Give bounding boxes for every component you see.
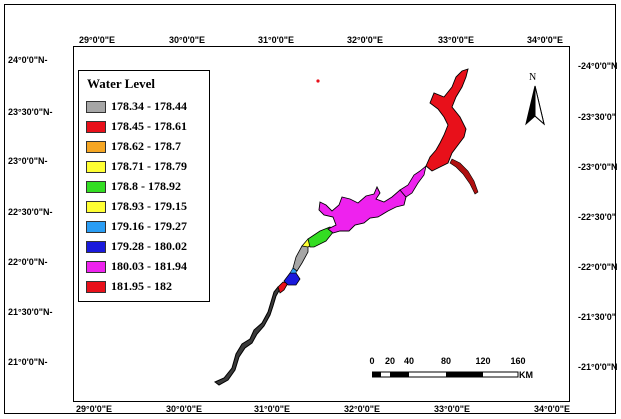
lake-segment-grey xyxy=(292,243,309,272)
legend-swatch xyxy=(86,220,106,233)
legend-item: 178.71 - 178.79 xyxy=(86,158,187,175)
scale-tick-label: 160 xyxy=(510,356,526,366)
legend-item: 180.03 - 181.94 xyxy=(86,258,187,275)
scale-tick-label: 120 xyxy=(475,356,491,366)
lake-segment-magenta xyxy=(318,185,407,234)
right-latitude-label: -24°0'0"N xyxy=(578,61,618,71)
right-latitude-label: -21°30'0" xyxy=(578,312,617,322)
scale-bar-graphic xyxy=(372,371,519,378)
scale-bar: 0 20 40 80 120 160 KM xyxy=(368,356,548,382)
legend-label: 179.28 - 180.02 xyxy=(111,239,187,253)
right-latitude-label: -23°30'0" xyxy=(578,112,617,122)
lake-tail-river xyxy=(214,286,281,386)
legend-swatch xyxy=(86,260,106,273)
top-longitude-label: 34°0'0"E xyxy=(526,35,564,45)
north-letter: N xyxy=(529,72,537,83)
legend-item: 178.62 - 178.7 xyxy=(86,138,181,155)
legend-swatch xyxy=(86,140,106,153)
legend-swatch xyxy=(86,280,106,293)
top-longitude-label: 32°0'0"E xyxy=(346,35,384,45)
legend-label: 178.93 - 179.15 xyxy=(111,199,187,213)
lake-tail-east xyxy=(449,158,479,195)
left-latitude-label: 22°30'0"N- xyxy=(8,207,53,217)
legend-swatch xyxy=(86,240,106,253)
legend-swatch xyxy=(86,200,106,213)
left-latitude-label: 21°30'0"N- xyxy=(8,307,53,317)
left-latitude-label: 23°0'0"N- xyxy=(8,156,48,166)
legend-item: 178.34 - 178.44 xyxy=(86,98,187,115)
map-legend: Water Level 178.34 - 178.44 178.45 - 178… xyxy=(78,70,210,302)
scale-unit: KM xyxy=(519,370,533,380)
top-longitude-label: 29°0'0"E xyxy=(78,35,116,45)
north-arrow: N xyxy=(522,72,548,128)
top-longitude-label: 33°0'0"E xyxy=(437,35,475,45)
legend-label: 180.03 - 181.94 xyxy=(111,259,187,273)
legend-label: 178.8 - 178.92 xyxy=(111,179,181,193)
legend-label: 178.71 - 178.79 xyxy=(111,159,187,173)
lake-segment-red-upper xyxy=(425,68,469,172)
legend-item: 179.28 - 180.02 xyxy=(86,238,187,255)
legend-item: 179.16 - 179.27 xyxy=(86,218,187,235)
top-longitude-label: 30°0'0"E xyxy=(168,35,206,45)
bottom-longitude-label: 31°0'0"E xyxy=(253,404,291,414)
scale-tick-label: 80 xyxy=(440,356,452,366)
scale-tick-label: 0 xyxy=(369,356,375,366)
lake-segment-blue xyxy=(283,272,301,286)
legend-item: 178.93 - 179.15 xyxy=(86,198,187,215)
bottom-longitude-label: 30°0'0"E xyxy=(165,404,203,414)
right-latitude-label: -22°0'0"N xyxy=(578,262,618,272)
top-longitude-label: 31°0'0"E xyxy=(257,35,295,45)
right-latitude-label: -22°30'0" xyxy=(578,212,617,222)
lake-segment-red-lower xyxy=(277,281,289,294)
left-latitude-label: 22°0'0"N- xyxy=(8,257,48,267)
legend-item: 178.8 - 178.92 xyxy=(86,178,181,195)
bottom-longitude-label: 34°0'0"E xyxy=(533,404,571,414)
bottom-longitude-label: 32°0'0"E xyxy=(343,404,381,414)
legend-item: 178.45 - 178.61 xyxy=(86,118,187,135)
right-latitude-label: -23°0'0"N xyxy=(578,162,618,172)
red-marker-dot xyxy=(316,79,320,83)
legend-swatch xyxy=(86,180,106,193)
legend-item: 181.95 - 182 xyxy=(86,278,172,295)
legend-label: 178.34 - 178.44 xyxy=(111,99,187,113)
legend-title: Water Level xyxy=(87,76,155,91)
north-arrow-icon xyxy=(525,85,545,126)
left-latitude-label: 24°0'0"N- xyxy=(8,55,48,65)
bottom-longitude-label: 29°0'0"E xyxy=(75,404,113,414)
left-latitude-label: 21°0'0"N- xyxy=(8,357,48,367)
legend-label: 179.16 - 179.27 xyxy=(111,219,187,233)
lake-segment-green xyxy=(307,226,335,248)
legend-swatch xyxy=(86,160,106,173)
legend-label: 178.62 - 178.7 xyxy=(111,139,181,153)
scale-tick-label: 20 xyxy=(384,356,396,366)
legend-label: 181.95 - 182 xyxy=(111,279,172,293)
legend-swatch xyxy=(86,120,106,133)
legend-swatch xyxy=(86,100,106,113)
bottom-longitude-label: 33°0'0"E xyxy=(433,404,471,414)
scale-tick-label: 40 xyxy=(403,356,415,366)
lake-channel-magenta xyxy=(399,164,427,198)
right-latitude-label: -21°0'0"N xyxy=(578,362,618,372)
left-latitude-label: 23°30'0"N- xyxy=(8,107,53,117)
legend-label: 178.45 - 178.61 xyxy=(111,119,187,133)
lake-map xyxy=(214,68,479,386)
